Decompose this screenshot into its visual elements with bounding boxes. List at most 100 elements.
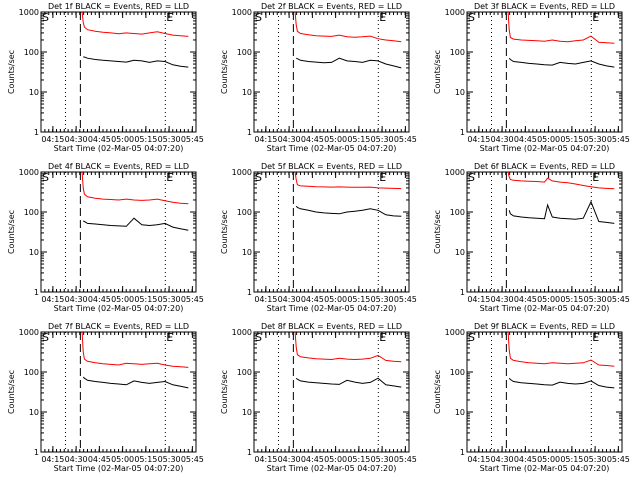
x-tick-label: 05:15 [347, 455, 370, 464]
x-axis-label: Start Time (02-Mar-05 04:07:20) [480, 304, 610, 313]
x-tick-label: 04:30 [65, 135, 88, 144]
y-tick-label: 10 [455, 88, 465, 97]
x-tick-label: 05:45 [181, 295, 204, 304]
x-tick-label: 04:15 [41, 455, 64, 464]
x-tick-label: 05:30 [584, 455, 607, 464]
y-axis-label: Counts/sec [433, 370, 442, 414]
y-tick-label: 100 [24, 208, 39, 217]
chart-panel-4: Det 4f BLACK = Events, RED = LLD 1 10 100 10… [7, 162, 204, 313]
x-tick-label: 04:30 [491, 295, 514, 304]
x-tick-label: 04:15 [41, 135, 64, 144]
x-tick-label: 05:30 [584, 295, 607, 304]
x-tick-label: 05:45 [607, 135, 630, 144]
x-tick-label: 04:15 [467, 455, 490, 464]
marker-s: S [42, 11, 49, 24]
x-tick-label: 04:45 [514, 455, 537, 464]
series-line-lld [81, 331, 189, 368]
x-tick-label: 05:15 [134, 455, 157, 464]
y-tick-label: 10 [29, 248, 39, 257]
chart-panel-3: Det 3f BLACK = Events, RED = LLD 1 10 100 10… [433, 2, 630, 153]
series-line-lld [507, 171, 615, 190]
y-tick-label: 100 [24, 48, 39, 57]
marker-e: E [166, 11, 173, 24]
series-line-events [508, 377, 615, 389]
y-axis-label: Counts/sec [220, 50, 229, 94]
chart-panel-9: Det 9f BLACK = Events, RED = LLD 1 10 100 10… [433, 322, 630, 473]
y-tick-label: 1 [460, 288, 465, 297]
x-axis-label: Start Time (02-Mar-05 04:07:20) [480, 464, 610, 473]
y-tick-label: 1 [247, 448, 252, 457]
y-tick-label: 100 [24, 368, 39, 377]
y-tick-label: 1 [247, 128, 252, 137]
series-line-events [295, 377, 402, 388]
chart-panel-8: Det 8f BLACK = Events, RED = LLD 1 10 100 10… [220, 322, 417, 473]
x-tick-label: 05:00 [537, 295, 560, 304]
x-tick-label: 04:30 [491, 455, 514, 464]
plot-frame [253, 171, 410, 293]
y-tick-label: 100 [237, 368, 252, 377]
x-axis-label: Start Time (02-Mar-05 04:07:20) [267, 144, 397, 153]
x-tick-label: 05:15 [560, 295, 583, 304]
plot-frame [40, 171, 197, 293]
x-tick-label: 05:00 [111, 135, 134, 144]
y-tick-label: 1 [247, 288, 252, 297]
x-tick-label: 05:00 [111, 295, 134, 304]
y-tick-label: 1000 [19, 328, 39, 337]
chart-title: Det 2f BLACK = Events, RED = LLD [261, 2, 402, 11]
x-tick-label: 04:15 [467, 135, 490, 144]
y-tick-label: 1 [34, 288, 39, 297]
y-tick-label: 1 [460, 448, 465, 457]
x-tick-label: 05:30 [584, 135, 607, 144]
y-tick-label: 100 [450, 368, 465, 377]
marker-s: S [255, 331, 262, 344]
series-line-lld [507, 11, 615, 44]
x-tick-label: 05:00 [111, 455, 134, 464]
x-tick-label: 05:45 [181, 135, 204, 144]
x-tick-label: 04:45 [88, 135, 111, 144]
y-axis-label: Counts/sec [7, 210, 16, 254]
x-tick-label: 04:30 [278, 295, 301, 304]
y-tick-label: 100 [450, 208, 465, 217]
series-line-lld [294, 11, 402, 43]
x-tick-label: 05:00 [537, 455, 560, 464]
y-tick-label: 1000 [232, 8, 252, 17]
series-line-events [508, 57, 615, 68]
plot-frame [253, 331, 410, 453]
plot-frame [253, 11, 410, 133]
y-tick-label: 1000 [445, 168, 465, 177]
x-tick-label: 04:30 [491, 135, 514, 144]
y-axis-label: Counts/sec [433, 50, 442, 94]
x-tick-label: 05:45 [607, 455, 630, 464]
series-line-events [82, 376, 189, 389]
y-tick-label: 1000 [19, 168, 39, 177]
marker-e: E [379, 11, 386, 24]
x-tick-label: 05:30 [371, 295, 394, 304]
chart-panel-2: Det 2f BLACK = Events, RED = LLD 1 10 100 10… [220, 2, 417, 153]
series-line-lld [507, 331, 615, 367]
marker-e: E [592, 171, 599, 184]
series-line-lld [294, 331, 402, 363]
x-axis-label: Start Time (02-Mar-05 04:07:20) [54, 304, 184, 313]
chart-title: Det 4f BLACK = Events, RED = LLD [48, 162, 189, 171]
x-tick-label: 05:30 [158, 135, 181, 144]
plot-frame [466, 11, 623, 133]
y-tick-label: 100 [237, 208, 252, 217]
marker-s: S [255, 171, 262, 184]
x-axis-label: Start Time (02-Mar-05 04:07:20) [267, 464, 397, 473]
x-tick-label: 05:15 [134, 135, 157, 144]
x-tick-label: 04:15 [467, 295, 490, 304]
y-tick-label: 1000 [232, 168, 252, 177]
chart-panel-6: Det 6f BLACK = Events, RED = LLD 1 10 100 10… [433, 162, 630, 313]
marker-s: S [468, 331, 475, 344]
y-tick-label: 10 [455, 248, 465, 257]
y-tick-label: 1000 [232, 328, 252, 337]
series-line-events [508, 200, 615, 224]
chart-title: Det 9f BLACK = Events, RED = LLD [474, 322, 615, 331]
x-tick-label: 04:15 [41, 295, 64, 304]
x-tick-label: 05:15 [560, 455, 583, 464]
x-tick-label: 04:45 [88, 455, 111, 464]
marker-e: E [592, 331, 599, 344]
marker-e: E [379, 331, 386, 344]
x-tick-label: 04:30 [65, 295, 88, 304]
x-tick-label: 05:30 [158, 455, 181, 464]
